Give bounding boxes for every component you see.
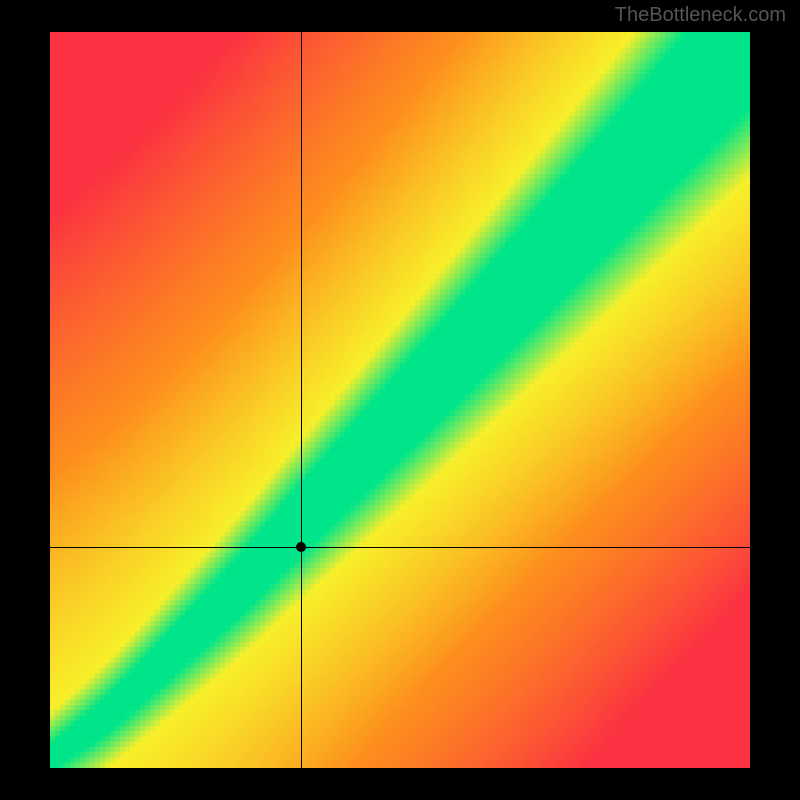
- heatmap-canvas: [50, 32, 750, 768]
- chart-container: TheBottleneck.com: [0, 0, 800, 800]
- crosshair-horizontal: [50, 547, 750, 548]
- crosshair-vertical: [301, 32, 302, 768]
- crosshair-marker: [296, 542, 306, 552]
- watermark-text: TheBottleneck.com: [615, 4, 786, 27]
